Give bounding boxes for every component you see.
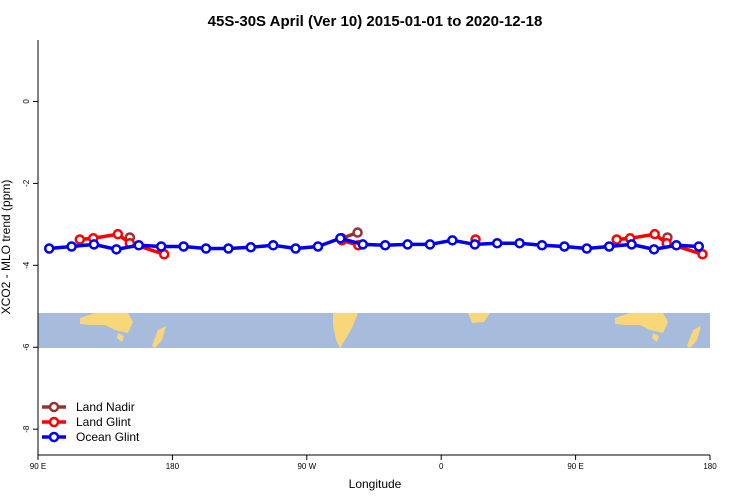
x-tick-label: 90 E [30, 462, 46, 471]
point [178, 241, 189, 252]
chart-title: 45S-30S April (Ver 10) 2015-01-01 to 202… [208, 13, 543, 30]
point [312, 241, 324, 252]
point [626, 239, 637, 250]
point [559, 241, 570, 252]
y-tick-label: 0 [22, 99, 31, 104]
point [200, 243, 212, 254]
point [267, 239, 279, 251]
point [290, 243, 301, 254]
x-tick-label: 90 W [297, 462, 316, 471]
point [693, 241, 705, 252]
x-axis-label: Longitude [349, 477, 402, 491]
point [88, 239, 100, 250]
point [74, 234, 86, 245]
legend-marker [48, 401, 60, 413]
point [379, 239, 391, 251]
legend-marker [48, 416, 60, 428]
point [111, 244, 122, 255]
point [671, 239, 682, 251]
point [648, 244, 660, 255]
y-tick-label: -4 [22, 261, 31, 269]
point [514, 237, 525, 249]
legend-label: Land Glint [76, 415, 131, 429]
point [447, 235, 458, 246]
point [424, 239, 436, 250]
point [43, 243, 55, 254]
point [335, 233, 346, 244]
y-tick-label: -6 [22, 343, 31, 351]
point [133, 239, 145, 251]
legend-label: Ocean Glint [76, 430, 140, 444]
x-tick-label: 90 E [567, 462, 583, 471]
point [352, 227, 363, 238]
point [223, 243, 234, 254]
y-axis-label: XCO2 - MLO trend (ppm) [0, 180, 13, 315]
point [697, 249, 708, 260]
x-tick-label: 0 [439, 462, 444, 471]
point [611, 234, 622, 245]
legend-label: Land Nadir [76, 400, 135, 414]
map-strip [38, 313, 710, 348]
point [491, 237, 503, 249]
point [603, 241, 615, 252]
x-tick-label: 180 [166, 462, 180, 471]
point [155, 241, 167, 252]
point [536, 239, 548, 251]
point [357, 239, 369, 250]
legend-marker [48, 431, 60, 443]
point [402, 239, 413, 250]
point [581, 243, 593, 254]
point [112, 228, 124, 240]
x-tick-label: 180 [703, 462, 717, 471]
y-tick-label: -8 [22, 425, 31, 433]
point [66, 241, 77, 252]
point [245, 242, 257, 253]
series [43, 233, 705, 255]
y-tick-label: -2 [22, 179, 31, 187]
point [469, 239, 481, 250]
series [124, 227, 673, 244]
point [649, 228, 660, 240]
